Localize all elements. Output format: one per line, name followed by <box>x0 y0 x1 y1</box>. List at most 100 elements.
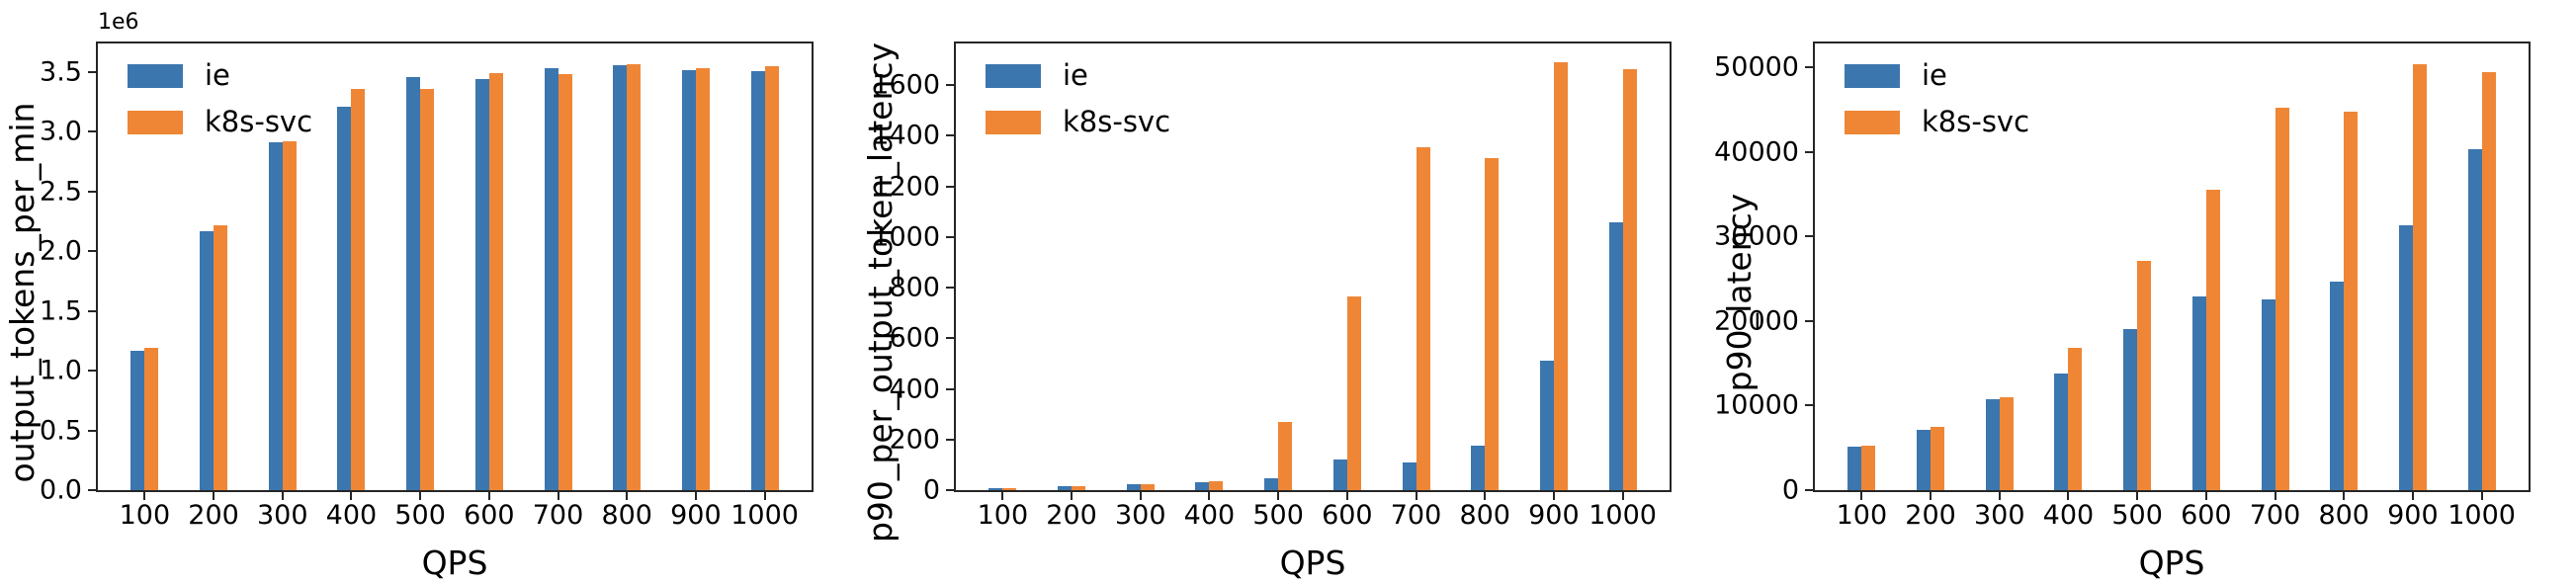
bar-ie-200 <box>200 230 215 490</box>
bar-ie-600 <box>1332 460 1347 490</box>
x-tick-mark <box>213 490 215 500</box>
y-tick-mark <box>946 287 956 290</box>
y-tick-mark <box>946 489 956 491</box>
bar-k8s-svc-1000 <box>764 65 779 490</box>
bar-ie-700 <box>544 68 558 490</box>
bar-ie-400 <box>337 107 352 490</box>
y-tick-label: 20000 <box>1714 305 1799 337</box>
x-tick-label: 800 <box>601 500 652 531</box>
bar-ie-900 <box>2398 225 2413 490</box>
bar-ie-700 <box>2261 298 2275 490</box>
x-tick-label: 700 <box>2249 500 2301 531</box>
x-tick-mark <box>1484 490 1487 500</box>
bar-k8s-svc-700 <box>1416 147 1430 490</box>
x-tick-mark <box>1071 490 1073 500</box>
legend-swatch-k8s-svc <box>128 110 183 134</box>
y-tick-mark <box>1805 319 1815 322</box>
x-tick-mark <box>1552 490 1555 500</box>
legend: ie k8s-svc <box>986 61 1170 136</box>
bar-k8s-svc-800 <box>627 63 642 490</box>
bar-ie-200 <box>1058 486 1073 490</box>
bar-k8s-svc-500 <box>2137 261 2152 490</box>
bar-ie-1000 <box>2467 149 2482 490</box>
x-tick-label: 1000 <box>1589 500 1657 531</box>
y-tick-label: 1600 <box>872 69 940 101</box>
y-tick-mark <box>946 185 956 188</box>
legend-label-k8s-svc: k8s-svc <box>1922 105 2030 138</box>
bar-k8s-svc-200 <box>214 224 228 490</box>
legend-label-k8s-svc: k8s-svc <box>1063 105 1171 138</box>
y-tick-mark <box>88 71 98 73</box>
x-tick-label: 900 <box>670 500 722 531</box>
x-tick-mark <box>419 490 422 500</box>
y-tick-mark <box>946 387 956 390</box>
y-tick-label: 30000 <box>1714 220 1799 252</box>
y-tick-label: 0 <box>1781 474 1799 506</box>
x-tick-mark <box>1277 490 1280 500</box>
y-tick-mark <box>88 250 98 253</box>
x-tick-label: 300 <box>1973 500 2025 531</box>
x-tick-mark <box>1139 490 1142 500</box>
x-tick-label: 500 <box>1252 500 1304 531</box>
bar-k8s-svc-200 <box>1072 485 1086 490</box>
chart-p90-per-output-token-latency: p90_per_output_token_latency 0 200 400 600 8… <box>858 0 1717 585</box>
bar-ie-400 <box>1195 482 1210 490</box>
bar-k8s-svc-600 <box>488 73 503 490</box>
y-tick-label: 3.5 <box>40 56 82 88</box>
bar-k8s-svc-400 <box>2068 348 2083 490</box>
bar-k8s-svc-700 <box>2275 107 2289 490</box>
y-tick-label: 50000 <box>1714 51 1799 83</box>
bar-k8s-svc-1000 <box>1622 68 1637 490</box>
x-tick-label: 300 <box>1114 500 1166 531</box>
bar-ie-500 <box>406 76 421 490</box>
y-tick-label: 600 <box>889 322 940 354</box>
y-tick-mark <box>946 438 956 441</box>
bar-k8s-svc-800 <box>1485 157 1500 490</box>
x-tick-label: 600 <box>464 500 515 531</box>
bar-ie-700 <box>1402 462 1417 490</box>
bar-k8s-svc-100 <box>144 348 159 490</box>
x-tick-label: 100 <box>119 500 171 531</box>
bar-k8s-svc-500 <box>1278 422 1293 490</box>
y-tick-label: 1400 <box>872 120 940 151</box>
x-axis-label: QPS <box>2138 543 2205 582</box>
x-tick-mark <box>2411 490 2414 500</box>
x-tick-mark <box>1930 490 1932 500</box>
bar-ie-600 <box>2191 295 2206 490</box>
bar-k8s-svc-800 <box>2344 111 2359 490</box>
legend-swatch-ie <box>128 63 183 88</box>
bar-k8s-svc-100 <box>1861 445 1876 490</box>
y-tick-label: 3.0 <box>40 116 82 147</box>
bar-k8s-svc-500 <box>420 88 435 490</box>
y-tick-label: 800 <box>889 272 940 303</box>
x-tick-mark <box>1208 490 1211 500</box>
x-tick-label: 100 <box>977 500 1029 531</box>
bar-ie-500 <box>2123 328 2138 490</box>
x-tick-mark <box>2480 490 2483 500</box>
y-tick-label: 1000 <box>872 221 940 253</box>
plot-area: 0 10000 20000 30000 40000 50000 100 200 300 400 50… <box>1714 42 2531 529</box>
y-tick-label: 200 <box>889 424 940 456</box>
bar-ie-300 <box>268 142 283 490</box>
x-tick-label: 500 <box>394 500 446 531</box>
x-tick-label: 600 <box>2181 500 2232 531</box>
bar-ie-300 <box>1126 484 1141 490</box>
x-tick-label: 700 <box>1390 500 1442 531</box>
y-tick-mark <box>1805 235 1815 238</box>
y-tick-label: 0.0 <box>40 474 82 506</box>
plot-area: 0 200 400 600 800 1000 1200 1400 1600 100 200 300 40… <box>872 42 1672 529</box>
x-tick-mark <box>2067 490 2070 500</box>
legend-item-k8s-svc: k8s-svc <box>1845 108 2029 136</box>
bar-ie-100 <box>988 487 1003 490</box>
x-tick-label: 500 <box>2111 500 2163 531</box>
legend-swatch-k8s-svc <box>1845 110 1900 134</box>
x-tick-mark <box>626 490 629 500</box>
x-tick-label: 300 <box>256 500 308 531</box>
y-tick-mark <box>1805 65 1815 68</box>
legend-swatch-ie <box>1845 63 1900 88</box>
y-tick-label: 1.0 <box>40 355 82 386</box>
bar-ie-800 <box>1471 445 1486 490</box>
x-tick-mark <box>2204 490 2207 500</box>
y-tick-mark <box>88 190 98 193</box>
y-tick-label: 2.5 <box>40 176 82 208</box>
